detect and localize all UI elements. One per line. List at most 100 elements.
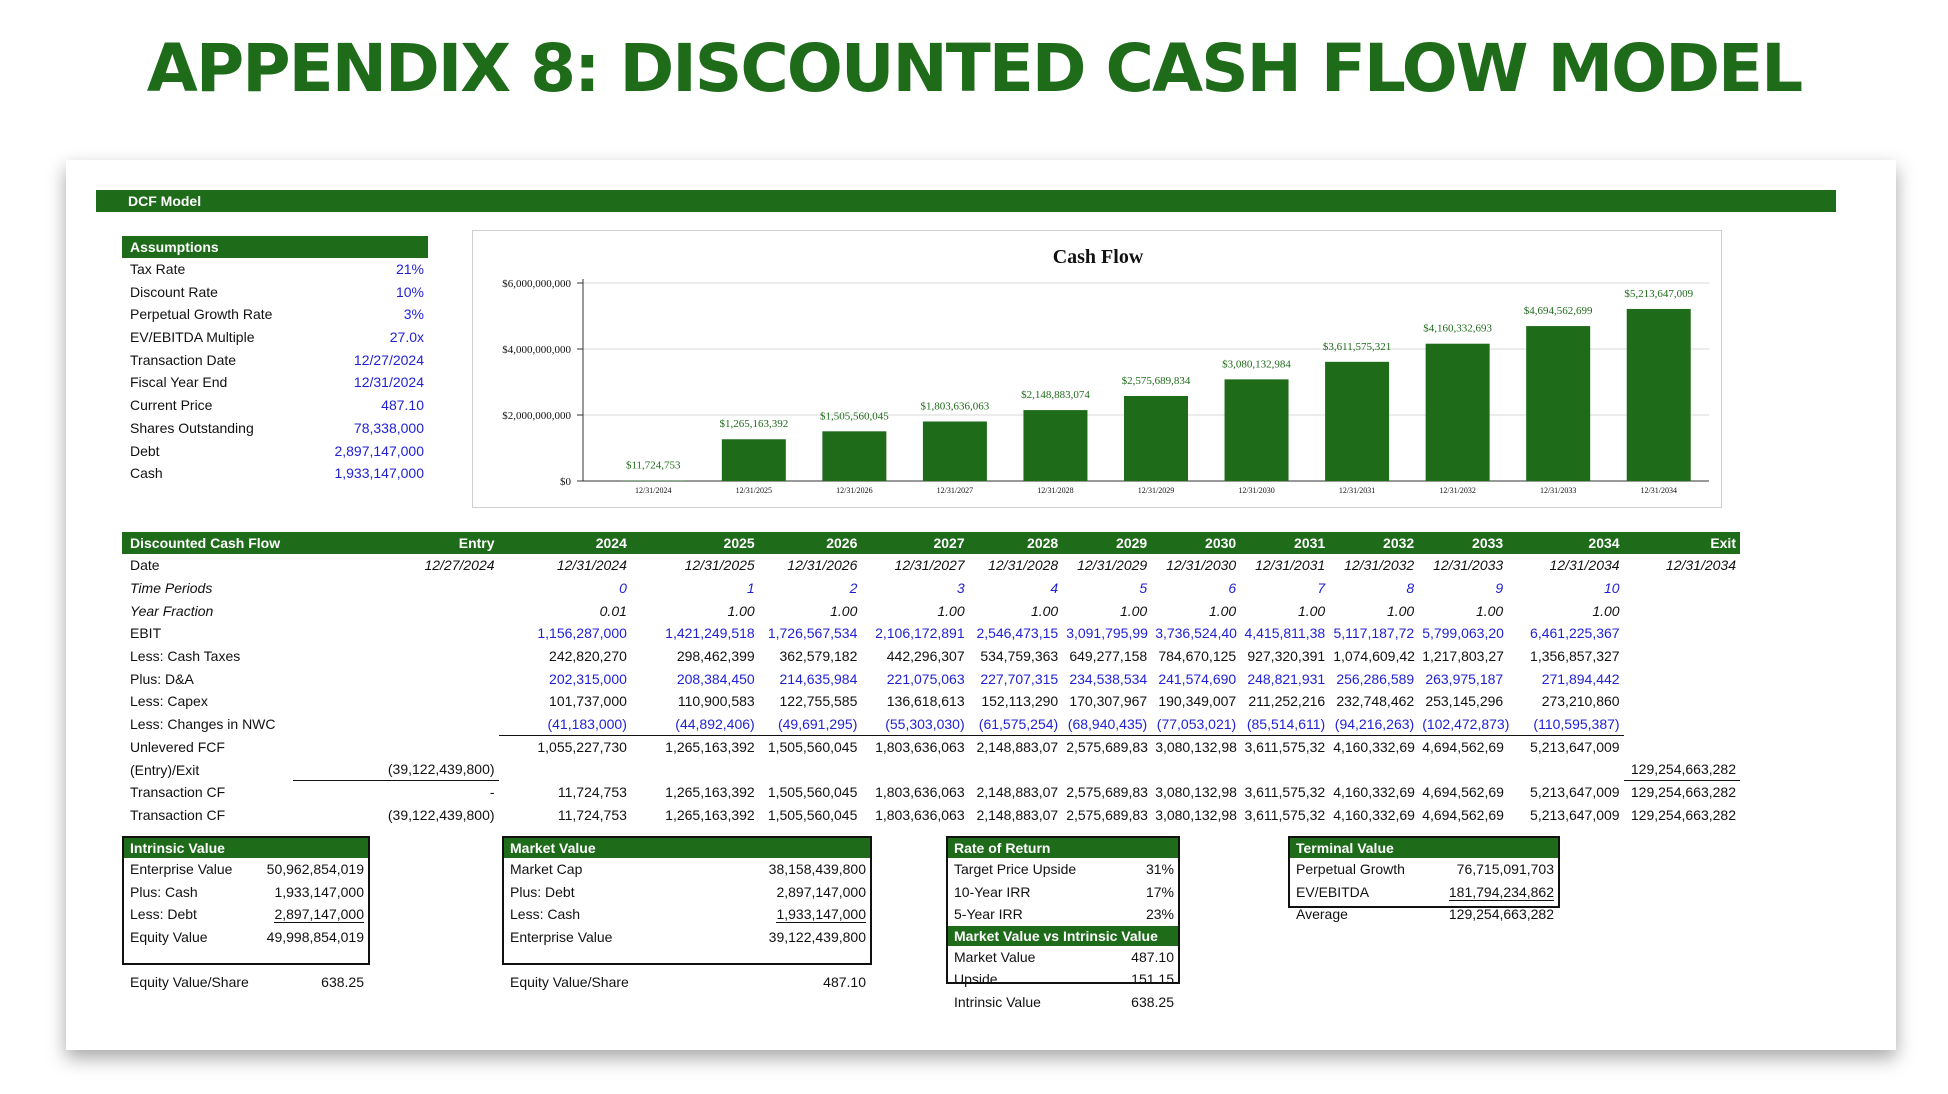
rate-of-return-value: 17% [1146,881,1174,904]
assumption-row: Cash 1,933,147,000 [122,462,428,485]
dcf-column-header: Entry [293,532,499,554]
dcf-cell [1418,758,1507,781]
dcf-cell: 12/31/2027 [894,557,965,574]
market-value-value-text: 39,122,439,800 [768,928,866,945]
x-tick-label: 12/31/2025 [736,486,772,495]
dcf-cell: 1.00 [937,602,965,619]
bar-data-label: $1,803,636,063 [921,400,990,412]
chart-bar [1425,343,1490,481]
dcf-cell [759,758,862,781]
terminal-value-value: 76,715,091,703 [1457,858,1554,881]
assumption-value: 21% [395,261,424,277]
dcf-cell: 8 [1406,580,1415,597]
dcf-column-header: 2030 [1151,532,1241,554]
rate-of-return-row: 5-Year IRR 23% [948,903,1178,926]
rate-of-return-box: Rate of Return Target Price Upside 31% 10-Y… [946,836,1180,1010]
rate-of-return-header-2: Market Value vs Intrinsic Value [948,925,1178,946]
dcf-cell: 5,213,647,009 [1530,739,1620,756]
dcf-cell: 1,356,857,327 [1530,648,1620,665]
market-value-value: 2,897,147,000 [776,881,866,904]
terminal-value-row: Average 129,254,663,282 [1290,903,1558,926]
bar-data-label: $4,160,332,693 [1423,323,1492,335]
intrinsic-value-label: Equity Value/Share [130,973,249,990]
assumption-label: Cash [130,465,163,482]
assumption-label: Perpetual Growth Rate [130,306,273,323]
intrinsic-value-row: Less: Debt 2,897,147,000 [124,903,368,926]
rate-of-return-value: 638.25 [1131,993,1174,1010]
dcf-cell: 202,315,000 [549,670,627,687]
dcf-cell [1624,736,1740,759]
dcf-cell: 2,148,883,07 [976,784,1059,801]
dcf-row-label: Unlevered FCF [130,738,225,755]
dcf-cell [1624,599,1740,622]
dcf-cell: (61,575,254) [968,712,1063,736]
dcf-cell: 208,384,450 [676,670,755,687]
chart-bar [922,421,987,481]
terminal-value-value-text: 76,715,091,703 [1456,861,1554,877]
x-tick-label: 12/31/2032 [1439,486,1475,495]
market-value-value: 487.10 [823,971,866,994]
dcf-cell: (41,183,000) [498,712,631,736]
dcf-cell: 242,820,270 [549,648,627,665]
x-tick-label: 12/31/2031 [1339,486,1375,495]
dcf-cell: 3,091,795,99 [1066,625,1148,642]
dcf-cell: 12/31/2026 [787,557,858,574]
dcf-row-label: Year Fraction [130,602,214,619]
assumption-row: Current Price 487.10 [122,394,428,417]
dcf-cell: 136,618,613 [886,693,965,710]
assumption-value: 12/27/2024 [353,351,424,368]
dcf-table-row: Transaction CF - 11,724,753 1,265,163,392 1,… [122,781,1740,804]
dcf-cell: 1.00 [1297,602,1326,619]
intrinsic-value-value-text: 49,998,854,019 [266,928,364,945]
dcf-cell [293,577,498,600]
dcf-cell: 1,803,636,063 [875,784,965,801]
dcf-cell: (94,216,263) [1329,712,1419,736]
intrinsic-value-value: 2,897,147,000 [274,903,364,926]
assumption-value: 27.0x [389,329,424,346]
chart-bar [721,439,786,481]
assumption-value: 1,933,147,000 [334,465,424,482]
dcf-cell: 253,145,296 [1425,693,1504,710]
dcf-cell: 5,799,063,20 [1422,625,1504,642]
dcf-cell: 9 [1495,580,1504,597]
dcf-column-header: 2026 [758,532,862,554]
x-tick-label: 12/31/2029 [1138,486,1174,495]
x-tick-label: 12/31/2033 [1540,486,1576,495]
dcf-cell: 241,574,690 [1158,670,1237,687]
bar-data-label: $5,213,647,009 [1624,288,1693,300]
assumption-row: Perpetual Growth Rate 3% [122,303,428,326]
dcf-column-header: 2031 [1240,532,1330,554]
market-value-value-text: 2,897,147,000 [776,883,866,900]
y-tick-label: $0 [560,476,572,488]
dcf-cell: 12/31/2028 [988,557,1059,574]
dcf-cell [293,622,498,645]
dcf-cell: 4,160,332,69 [1333,784,1415,801]
bar-data-label: $11,724,753 [626,460,681,472]
dcf-cell: 3,080,132,98 [1155,739,1237,756]
terminal-value-label: EV/EBITDA [1296,883,1370,900]
dcf-column-header: Discounted Cash Flow [122,532,294,554]
dcf-cell: 1,505,560,045 [767,784,858,801]
dcf-cell: 221,075,063 [886,670,965,687]
dcf-cell: 12/31/2034 [1549,557,1620,574]
market-value-value: 38,158,439,800 [769,858,866,881]
market-value-row: Less: Cash 1,933,147,000 [504,903,870,926]
dcf-cell: 3,080,132,98 [1155,806,1237,823]
dcf-cell: 232,748,462 [1336,693,1415,710]
terminal-value-box: Terminal Value Perpetual Growth 76,715,091… [1288,836,1560,922]
dcf-table-row: Date 12/27/2024 12/31/2024 12/31/2025 12/31/… [122,554,1740,577]
dcf-cell: (77,053,021) [1151,712,1241,736]
dcf-cell: 1,055,227,730 [537,739,627,756]
dcf-cell: (68,940,435) [1062,712,1152,736]
dcf-cell: 3,611,575,32 [1244,806,1326,823]
dcf-cell: 362,579,182 [779,648,858,665]
chart-bar [1023,410,1088,481]
market-value-box: Market Value Market Cap 38,158,439,800 Plus… [502,836,872,990]
market-value-value-text: 38,158,439,800 [768,861,866,877]
chart-bar [1626,308,1691,481]
dcf-table-row: Plus: D&A 202,315,000 208,384,450 214,635,9… [122,667,1740,690]
dcf-cell: 6,461,225,367 [1530,625,1620,642]
dcf-cell [293,667,498,690]
dcf-cell: 3,611,575,32 [1244,784,1326,801]
dcf-column-header: 2033 [1418,532,1508,554]
